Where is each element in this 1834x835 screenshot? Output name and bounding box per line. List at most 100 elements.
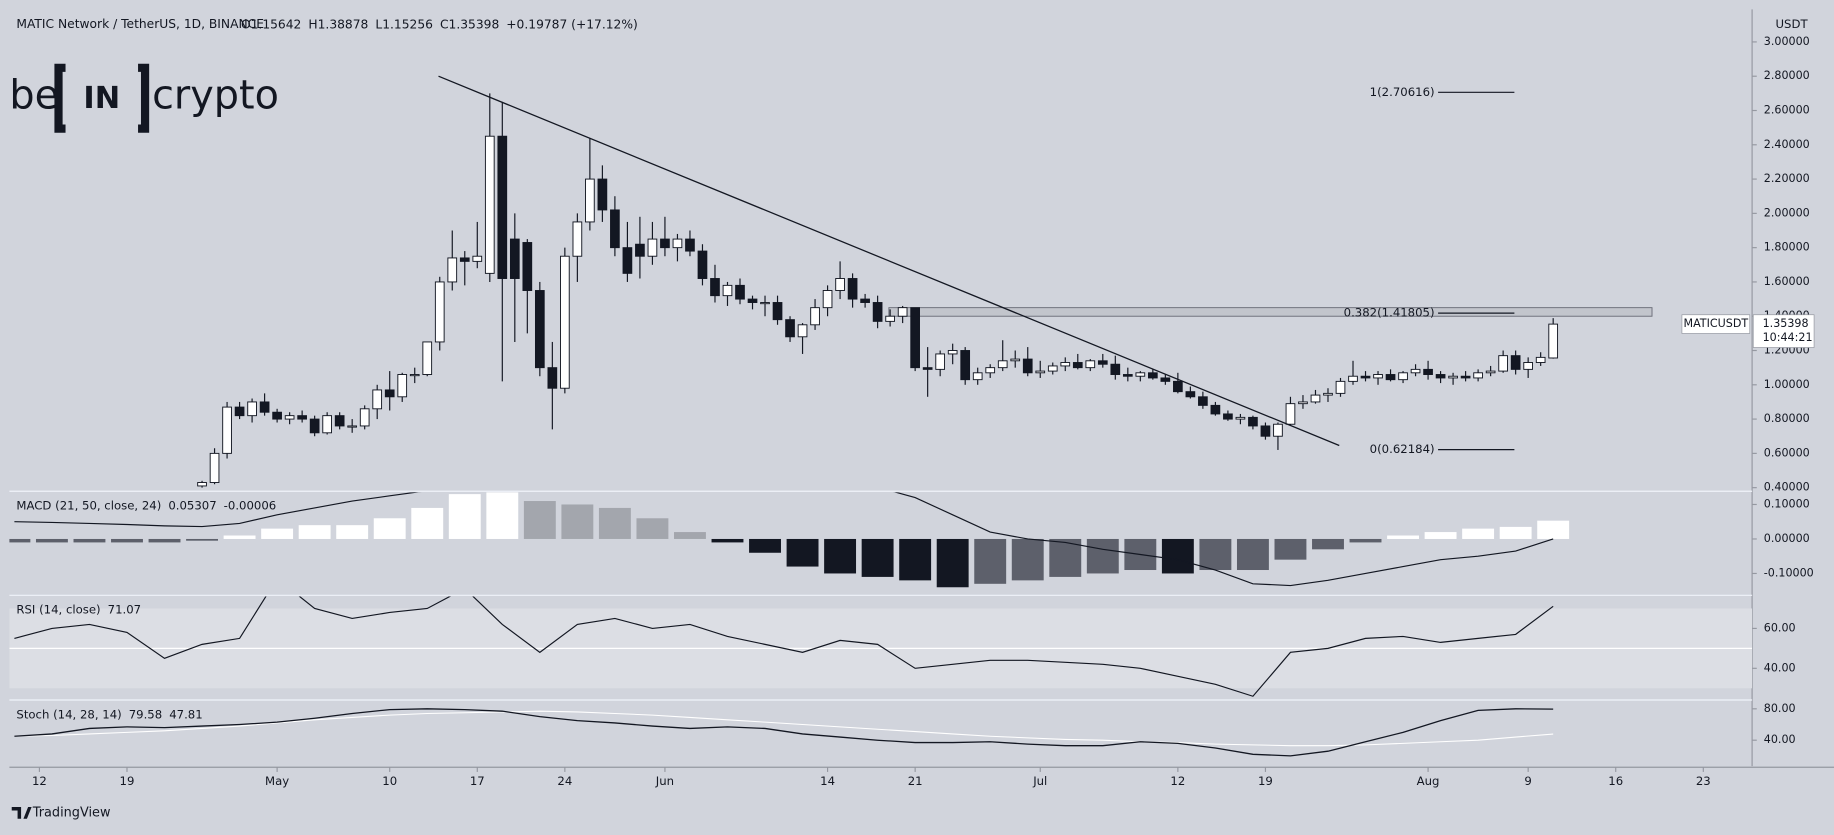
candle-body — [985, 367, 996, 374]
indicator-title: MACD (21, 50, close, 24) — [16, 498, 161, 512]
macd-histogram-bar — [298, 525, 331, 539]
x-tick-label: 16 — [1608, 774, 1623, 788]
y-tick-label: 2.00000 — [1764, 206, 1810, 219]
candle-body — [710, 278, 720, 297]
candle-body — [1210, 404, 1221, 415]
candle-body — [1160, 377, 1171, 382]
logo-text: IN — [83, 81, 120, 116]
candle-body — [747, 298, 758, 303]
fib-label: 0.382(1.41805) — [1344, 306, 1435, 320]
candle-body — [660, 238, 670, 249]
ohlc-value: 1.15256 — [382, 17, 433, 31]
x-tick-label: 21 — [908, 774, 923, 788]
macd-histogram-bar — [1387, 535, 1420, 539]
x-tick-label: 24 — [557, 774, 572, 788]
candle-body — [234, 406, 245, 417]
macd-histogram-bar — [261, 528, 294, 539]
macd-histogram-bar — [9, 538, 31, 543]
ticker: MATICUSDT — [1684, 317, 1749, 330]
rsi-pane — [9, 596, 1753, 697]
macd-histogram-bar — [1274, 538, 1307, 560]
candle-body — [1360, 375, 1371, 379]
stoch-pane — [14, 708, 1554, 757]
candle-body — [484, 135, 495, 274]
macd-histogram-bar — [1537, 520, 1570, 539]
candle-body — [835, 278, 845, 291]
x-tick-label: 12 — [32, 774, 47, 788]
candle-body — [272, 411, 282, 420]
candle-body — [847, 278, 858, 300]
candle-body — [685, 238, 695, 252]
candle-body — [259, 401, 270, 413]
ohlc-legend: O1.15642 H1.38878 L1.15256 C1.35398 +0.19787… — [241, 17, 638, 31]
candle-body — [547, 367, 558, 389]
x-tick-label: 19 — [1258, 774, 1273, 788]
candle-body — [597, 178, 608, 211]
candle-body — [334, 415, 345, 427]
candle-body — [1147, 372, 1158, 379]
candle-body — [422, 341, 433, 375]
candle-body — [735, 284, 745, 300]
x-tick-label: 12 — [1170, 774, 1185, 788]
x-tick-label: Jun — [655, 774, 674, 788]
macd-histogram-bar — [486, 492, 519, 539]
candle-body — [1335, 380, 1346, 394]
pane-legend: Stoch (14, 28, 14) 79.58 47.81 — [16, 707, 202, 721]
candle-body — [1410, 368, 1421, 374]
macd-histogram-bar — [223, 535, 256, 539]
y-tick-label: 2.40000 — [1764, 138, 1810, 151]
candle-body — [560, 255, 570, 389]
candle-body — [1323, 392, 1333, 396]
candle-body — [722, 284, 733, 297]
x-tick-label: 19 — [120, 774, 135, 788]
last-price-box — [1752, 314, 1815, 348]
fib-label: 1(2.70616) — [1370, 85, 1435, 99]
ohlc-label: C — [440, 17, 449, 31]
candle-body — [872, 302, 883, 322]
macd-line — [14, 492, 1554, 587]
logo-text: crypto — [152, 73, 279, 119]
candle-body — [572, 221, 583, 257]
macd-histogram-bar — [1312, 538, 1344, 550]
logo-text: be — [9, 73, 59, 119]
ohlc-label: O — [241, 17, 251, 31]
candle-body — [1448, 375, 1458, 379]
x-tick-label: 9 — [1524, 774, 1531, 788]
macd-histogram-bar — [899, 538, 932, 581]
macd-histogram-bar — [561, 504, 594, 539]
candle-body — [1285, 403, 1296, 425]
candle-body — [697, 250, 708, 279]
candle-body — [672, 238, 683, 249]
last-price: 1.35398 — [1763, 317, 1809, 330]
macd-histogram-bar — [1049, 538, 1082, 577]
candle-body — [935, 353, 946, 370]
candle-body — [1185, 391, 1196, 398]
candle-body — [1298, 401, 1308, 405]
candle-body — [1310, 394, 1321, 403]
candle-body — [509, 238, 520, 279]
macd-histogram-bar — [711, 538, 744, 543]
candle-body — [960, 350, 971, 381]
candle-body — [1423, 368, 1433, 375]
ohlc-label: L — [375, 17, 382, 31]
macd-histogram-bar — [936, 538, 969, 588]
pane-legend: MACD (21, 50, close, 24) 0.05307 -0.00006 — [16, 498, 276, 512]
candle-body — [209, 452, 220, 483]
indicator-title: Stoch (14, 28, 14) — [16, 707, 121, 721]
candle-body — [1498, 355, 1508, 372]
candle-body — [1435, 374, 1446, 379]
candle-body — [810, 307, 820, 326]
candle-body — [222, 406, 232, 454]
candle-body — [434, 281, 445, 343]
y-tick-label: 2.60000 — [1764, 104, 1810, 117]
ohlc-label: H — [308, 17, 317, 31]
y-tick-label: 3.00000 — [1764, 35, 1810, 48]
y-tick-label: 2.20000 — [1764, 172, 1810, 185]
candle-body — [522, 242, 533, 291]
ohlc-value: 1.35398 — [449, 17, 500, 31]
candle-body — [297, 415, 307, 420]
y-tick-label: 1.00000 — [1764, 378, 1810, 391]
macd-histogram-bar — [674, 532, 706, 539]
